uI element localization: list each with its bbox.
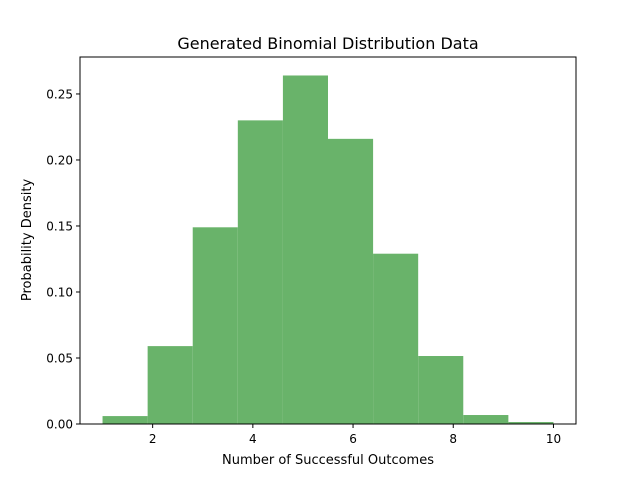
x-tick-label: 10 [546, 432, 561, 446]
histogram-bar [418, 356, 464, 424]
x-axis-label: Number of Successful Outcomes [222, 453, 434, 468]
histogram-bar [463, 415, 509, 424]
histogram-bar [282, 75, 328, 424]
y-tick-label: 0.15 [46, 219, 73, 233]
x-tick-label: 4 [249, 432, 257, 446]
histogram-bar [508, 422, 554, 424]
histogram-bar [373, 253, 419, 424]
histogram-bar [192, 227, 238, 424]
y-tick-label: 0.10 [46, 285, 73, 299]
chart-title: Generated Binomial Distribution Data [177, 34, 478, 53]
y-tick-label: 0.20 [46, 153, 73, 167]
histogram-bar [147, 346, 193, 424]
x-axis-ticks: 2 4 6 8 10 [149, 424, 561, 446]
y-tick-label: 0.00 [46, 418, 73, 432]
y-tick-label: 0.25 [46, 87, 73, 101]
histogram-bar [237, 120, 283, 424]
x-tick-label: 8 [449, 432, 457, 446]
y-axis-label: Probability Density [20, 179, 35, 302]
histogram-bar [328, 138, 374, 424]
plot-frame [79, 56, 577, 425]
histogram-bar [102, 416, 148, 424]
y-axis-ticks: 0.00 0.05 0.10 0.15 0.20 0.25 [46, 87, 80, 432]
bars [102, 75, 554, 424]
x-tick-label: 2 [149, 432, 157, 446]
x-tick-label: 6 [349, 432, 357, 446]
y-tick-label: 0.05 [46, 351, 73, 365]
